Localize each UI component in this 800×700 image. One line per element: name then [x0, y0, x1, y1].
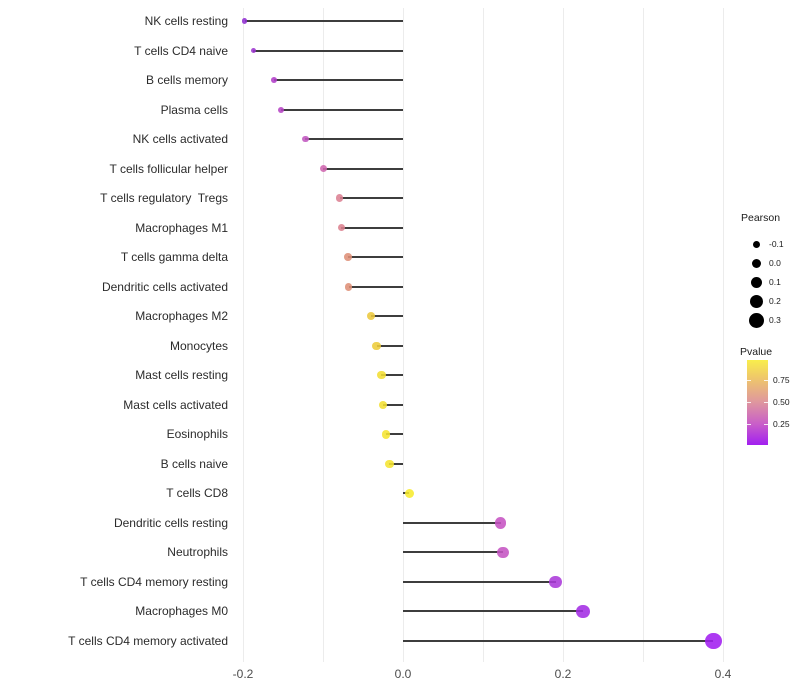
lollipop-segment [383, 403, 403, 406]
pvalue-tick-label: 0.50 [773, 397, 790, 408]
lollipop-segment [253, 49, 403, 52]
row-label: Macrophages M2 [135, 309, 228, 324]
pvalue-tick-mark [747, 379, 751, 381]
lollipop-dot [377, 371, 386, 380]
x-tick-label: -0.2 [232, 667, 254, 681]
lollipop-segment [274, 79, 403, 82]
row-label: Mast cells resting [135, 368, 228, 383]
row-label: Monocytes [169, 338, 228, 353]
lollipop-segment [371, 315, 403, 318]
row-label: T cells follicular helper [109, 161, 229, 176]
lollipop-dot [372, 341, 381, 350]
row-label: T cells CD4 memory resting [80, 574, 228, 589]
row-label: Macrophages M0 [135, 604, 228, 619]
lollipop-segment [389, 462, 403, 465]
lollipop-segment [323, 167, 403, 170]
legend-size-label: 0.0 [769, 258, 781, 268]
lollipop-dot [302, 135, 309, 143]
pvalue-legend-title: Pvalue [740, 346, 773, 358]
gridline [322, 8, 324, 662]
lollipop-segment [341, 226, 403, 229]
lollipop-dot [494, 517, 507, 529]
lollipop-dot [497, 546, 509, 559]
legend-size-dot [748, 312, 764, 328]
row-label: Neutrophils [167, 545, 228, 560]
lollipop-dot [343, 253, 352, 261]
x-tick-label: 0.4 [714, 667, 732, 681]
lollipop-segment [403, 610, 583, 613]
lollipop-dot [549, 575, 563, 589]
row-label: B cells memory [145, 73, 228, 88]
lollipop-dot [250, 47, 257, 54]
legend-size-label: 0.1 [769, 277, 781, 287]
lollipop-segment [244, 20, 403, 22]
lollipop-dot [344, 282, 353, 291]
legend-size-label: 0.2 [769, 296, 781, 306]
gridline [402, 8, 404, 662]
lollipop-dot [366, 312, 376, 321]
lollipop-segment [386, 433, 403, 436]
legend-size-label: -0.1 [769, 239, 784, 249]
pvalue-tick-label: 0.75 [773, 374, 790, 385]
lollipop-segment [305, 138, 403, 141]
legend-size-dot [751, 258, 761, 268]
row-label: Dendritic cells resting [113, 515, 228, 530]
row-label: T cells gamma delta [120, 250, 228, 265]
lollipop-dot [381, 430, 391, 439]
row-label: NK cells resting [144, 14, 228, 28]
row-label: B cells naive [160, 456, 228, 471]
x-tick-label: 0.0 [394, 667, 412, 681]
pvalue-tick-mark [764, 424, 768, 426]
lollipop-segment [403, 639, 714, 642]
lollipop-segment [348, 285, 403, 288]
row-label: Dendritic cells activated [101, 279, 228, 294]
pvalue-tick-mark [764, 379, 768, 381]
row-label: T cells CD4 naive [134, 43, 228, 58]
pvalue-tick-mark [747, 424, 751, 426]
row-label: T cells CD4 memory activated [68, 633, 228, 648]
lollipop-segment [347, 256, 403, 259]
lollipop-dot [705, 632, 722, 650]
lollipop-segment [281, 108, 403, 111]
gridline [722, 8, 724, 662]
row-label: Macrophages M1 [135, 220, 228, 235]
lollipop-segment [403, 521, 501, 524]
pearson-legend-title: Pearson [741, 212, 781, 224]
legend-size-dot [752, 240, 760, 248]
gridline [242, 8, 244, 662]
row-label: NK cells activated [132, 132, 228, 147]
lollipop-segment [339, 197, 403, 200]
row-label: Plasma cells [160, 102, 228, 117]
row-label: Eosinophils [166, 427, 228, 442]
legend-size-label: 0.3 [769, 315, 781, 325]
lollipop-dot [576, 604, 590, 619]
lollipop-segment [403, 551, 503, 554]
lollipop-segment [381, 374, 403, 377]
legend-size-dot [750, 276, 762, 288]
lollipop-dot [337, 223, 346, 232]
row-label: Mast cells activated [123, 397, 228, 412]
legend-size-dot [749, 294, 763, 308]
x-tick-label: 0.2 [554, 667, 572, 681]
gridline [562, 8, 564, 662]
pvalue-tick-mark [747, 402, 751, 404]
gridline [642, 8, 644, 662]
lollipop-dot [404, 488, 414, 498]
lollipop-segment [403, 580, 556, 583]
pvalue-gradient-bar [747, 360, 768, 445]
lollipop-dot [385, 459, 394, 469]
lollipop-dot [271, 77, 278, 83]
row-label: T cells CD8 [166, 486, 228, 501]
lollipop-dot [319, 165, 327, 173]
lollipop-dot [278, 106, 285, 113]
lollipop-dot [378, 400, 388, 410]
pvalue-tick-mark [764, 402, 768, 404]
gridline [482, 8, 484, 662]
row-label: T cells regulatory Tregs [100, 191, 228, 206]
lollipop-segment [376, 344, 403, 347]
lollipop-dot [242, 18, 248, 24]
pvalue-tick-label: 0.25 [773, 419, 790, 430]
lollipop-dot [336, 194, 344, 202]
